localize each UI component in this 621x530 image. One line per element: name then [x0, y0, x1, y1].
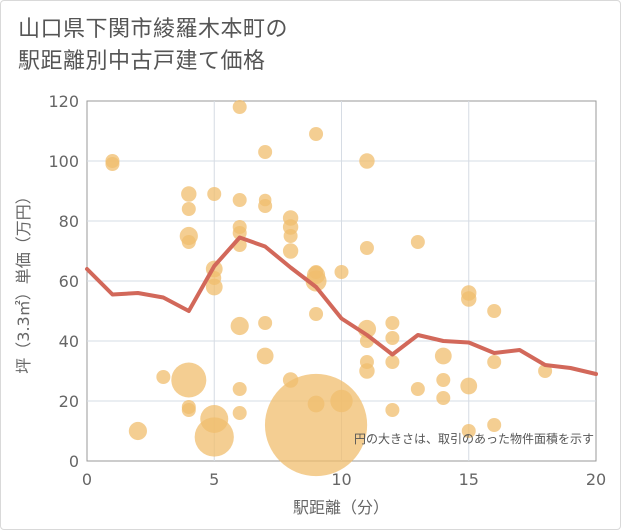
data-point: [461, 291, 477, 307]
data-point: [207, 187, 222, 201]
data-point: [410, 382, 425, 396]
data-point: [258, 316, 273, 330]
data-point: [128, 421, 147, 441]
data-point: [171, 362, 207, 398]
data-point: [232, 100, 247, 114]
data-point: [230, 316, 249, 336]
data-point: [232, 226, 247, 240]
y-tick-label: 40: [59, 332, 79, 351]
data-point: [232, 382, 247, 396]
y-tick-labels: 0 20 40 60 80 100 120: [48, 92, 79, 471]
data-point: [181, 403, 196, 417]
points-layer: [105, 100, 553, 477]
x-tick-label: 0: [82, 470, 92, 489]
data-point: [194, 417, 234, 457]
y-tick-label: 100: [48, 152, 79, 171]
y-tick-label: 0: [69, 452, 79, 471]
data-point: [309, 307, 324, 321]
data-point: [181, 186, 197, 202]
data-point: [434, 347, 452, 365]
data-point: [359, 363, 375, 379]
data-point: [258, 145, 273, 159]
data-point: [385, 355, 400, 369]
chart-title: 山口県下関市綾羅木本町の 駅距離別中古戸建て価格: [18, 14, 288, 78]
data-point: [264, 373, 368, 477]
data-point: [258, 199, 273, 213]
y-axis-title: 坪（3.3㎡）単価（万円）: [14, 188, 33, 373]
x-tick-label: 15: [459, 470, 479, 489]
data-point: [256, 347, 274, 365]
data-point: [487, 304, 502, 318]
x-tick-label: 5: [209, 470, 219, 489]
data-point: [232, 193, 247, 207]
line-layer: [85, 235, 598, 376]
x-tick-label: 10: [331, 470, 351, 489]
data-point: [305, 270, 327, 292]
data-point: [436, 391, 451, 405]
size-note: 円の大きさは、取引のあった物件面積を示す: [354, 431, 594, 446]
data-point: [232, 406, 247, 420]
y-tick-label: 60: [59, 272, 79, 291]
data-point: [538, 364, 553, 378]
chart-title-line1: 山口県下関市綾羅木本町の: [18, 17, 289, 42]
data-point: [359, 153, 375, 169]
data-point: [181, 235, 196, 249]
y-tick-label: 120: [48, 92, 79, 111]
x-tick-labels: 0 5 10 15 20: [82, 470, 606, 489]
chart-title-line2: 駅距離別中古戸建て価格: [18, 49, 266, 74]
data-point: [156, 370, 171, 384]
data-point: [283, 229, 298, 243]
x-tick-label: 20: [586, 470, 606, 489]
data-point: [205, 278, 223, 296]
data-point: [385, 331, 400, 345]
data-point: [487, 355, 502, 369]
average-line: [85, 235, 598, 376]
data-point: [410, 235, 425, 249]
data-point: [487, 418, 502, 432]
data-point: [436, 373, 451, 387]
data-point: [461, 424, 476, 438]
y-tick-label: 80: [59, 212, 79, 231]
y-tick-label: 20: [59, 392, 79, 411]
data-point: [385, 316, 400, 330]
x-axis-title: 駅距離（分）: [293, 498, 389, 517]
data-point: [330, 389, 353, 413]
data-point: [385, 403, 400, 417]
data-point: [460, 377, 478, 395]
data-point: [359, 241, 374, 255]
data-point: [334, 265, 349, 279]
data-point: [309, 127, 324, 141]
data-point: [282, 243, 299, 259]
data-point: [181, 202, 196, 216]
data-point: [105, 157, 120, 171]
